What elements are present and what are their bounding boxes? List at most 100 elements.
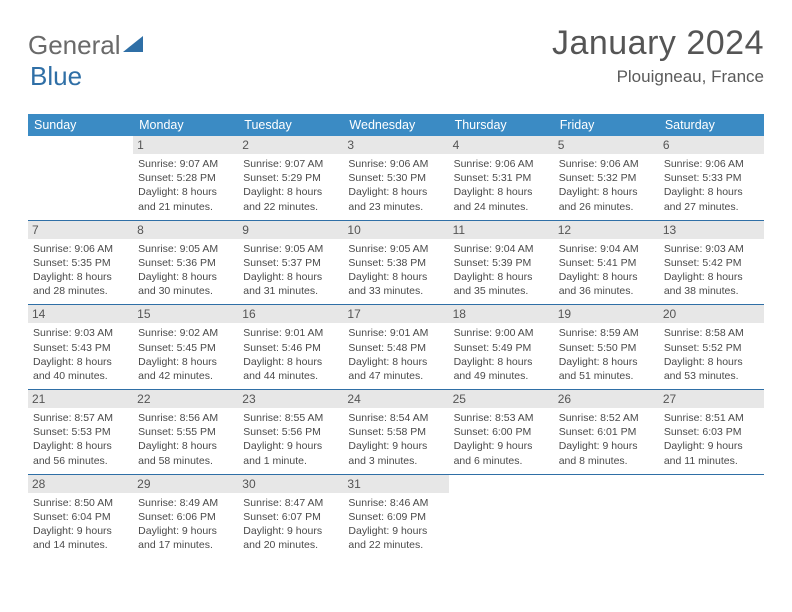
calendar-cell: 21 Sunrise: 8:57 AMSunset: 5:53 PMDayligh…: [28, 390, 133, 475]
calendar-cell: 19Sunrise: 8:59 AMSunset: 5:50 PMDayligh…: [554, 305, 659, 390]
calendar-cell: 20 Sunrise: 8:58 AMSunset: 5:52 PMDayligh…: [659, 305, 764, 390]
day-info: Sunrise: 8:50 AMSunset: 6:04 PMDaylight:…: [33, 496, 128, 553]
day-number: 17: [343, 305, 448, 323]
day-info: Sunrise: 8:57 AMSunset: 5:53 PMDaylight:…: [33, 411, 128, 468]
weekday-header-row: SundayMondayTuesdayWednesdayThursdayFrid…: [28, 114, 764, 136]
calendar-cell: 12 Sunrise: 9:04 AMSunset: 5:41 PMDayligh…: [554, 220, 659, 305]
day-number: 10: [343, 221, 448, 239]
calendar-cell: 10 Sunrise: 9:05 AMSunset: 5:38 PMDayligh…: [343, 220, 448, 305]
day-info: Sunrise: 9:05 AMSunset: 5:37 PMDaylight:…: [243, 242, 338, 299]
calendar-cell: 6 Sunrise: 9:06 AMSunset: 5:33 PMDaylight…: [659, 136, 764, 220]
calendar-cell: 15 Sunrise: 9:02 AMSunset: 5:45 PMDayligh…: [133, 305, 238, 390]
day-number: 25: [449, 390, 554, 408]
calendar-cell: 1 Sunrise: 9:07 AMSunset: 5:28 PMDaylight…: [133, 136, 238, 220]
day-info: Sunrise: 8:54 AMSunset: 5:58 PMDaylight:…: [348, 411, 443, 468]
day-number: 16: [238, 305, 343, 323]
calendar-cell: 31 Sunrise: 8:46 AMSunset: 6:09 PMDayligh…: [343, 474, 448, 558]
day-number: 4: [449, 136, 554, 154]
day-info: Sunrise: 8:46 AMSunset: 6:09 PMDaylight:…: [348, 496, 443, 553]
day-number: 2: [238, 136, 343, 154]
calendar-row: 28 Sunrise: 8:50 AMSunset: 6:04 PMDayligh…: [28, 474, 764, 558]
day-info: Sunrise: 8:55 AMSunset: 5:56 PMDaylight:…: [243, 411, 338, 468]
day-info: Sunrise: 9:03 AMSunset: 5:42 PMDaylight:…: [664, 242, 759, 299]
day-info: Sunrise: 9:03 AMSunset: 5:43 PMDaylight:…: [33, 326, 128, 383]
calendar-cell: 29Sunrise: 8:49 AMSunset: 6:06 PMDayligh…: [133, 474, 238, 558]
day-number: 18: [449, 305, 554, 323]
day-info: Sunrise: 9:07 AMSunset: 5:28 PMDaylight:…: [138, 157, 233, 214]
day-info: Sunrise: 9:00 AMSunset: 5:49 PMDaylight:…: [454, 326, 549, 383]
day-info: Sunrise: 9:01 AMSunset: 5:48 PMDaylight:…: [348, 326, 443, 383]
calendar-cell: 3 Sunrise: 9:06 AMSunset: 5:30 PMDaylight…: [343, 136, 448, 220]
calendar-row: 14 Sunrise: 9:03 AMSunset: 5:43 PMDayligh…: [28, 305, 764, 390]
day-info: Sunrise: 8:47 AMSunset: 6:07 PMDaylight:…: [243, 496, 338, 553]
day-number: 29: [133, 475, 238, 493]
day-number: 3: [343, 136, 448, 154]
day-info: Sunrise: 9:01 AMSunset: 5:46 PMDaylight:…: [243, 326, 338, 383]
day-number: 23: [238, 390, 343, 408]
calendar-cell: 4 Sunrise: 9:06 AMSunset: 5:31 PMDaylight…: [449, 136, 554, 220]
calendar-row: 7 Sunrise: 9:06 AMSunset: 5:35 PMDaylight…: [28, 220, 764, 305]
weekday-header: Wednesday: [343, 114, 448, 136]
day-info: Sunrise: 8:58 AMSunset: 5:52 PMDaylight:…: [664, 326, 759, 383]
calendar-cell: 27Sunrise: 8:51 AMSunset: 6:03 PMDayligh…: [659, 390, 764, 475]
weekday-header: Thursday: [449, 114, 554, 136]
weekday-header: Tuesday: [238, 114, 343, 136]
calendar-cell: [554, 474, 659, 558]
day-info: Sunrise: 9:04 AMSunset: 5:39 PMDaylight:…: [454, 242, 549, 299]
day-info: Sunrise: 9:05 AMSunset: 5:36 PMDaylight:…: [138, 242, 233, 299]
calendar-row: 1 Sunrise: 9:07 AMSunset: 5:28 PMDaylight…: [28, 136, 764, 220]
day-number: 7: [28, 221, 133, 239]
day-number: 5: [554, 136, 659, 154]
calendar-cell: 14 Sunrise: 9:03 AMSunset: 5:43 PMDayligh…: [28, 305, 133, 390]
weekday-header: Saturday: [659, 114, 764, 136]
calendar-cell: 25Sunrise: 8:53 AMSunset: 6:00 PMDayligh…: [449, 390, 554, 475]
day-number: 21: [28, 390, 133, 408]
calendar-cell: 11 Sunrise: 9:04 AMSunset: 5:39 PMDayligh…: [449, 220, 554, 305]
day-info: Sunrise: 8:52 AMSunset: 6:01 PMDaylight:…: [559, 411, 654, 468]
day-number: 11: [449, 221, 554, 239]
calendar-cell: 18 Sunrise: 9:00 AMSunset: 5:49 PMDayligh…: [449, 305, 554, 390]
day-info: Sunrise: 9:07 AMSunset: 5:29 PMDaylight:…: [243, 157, 338, 214]
day-number: 8: [133, 221, 238, 239]
weekday-header: Friday: [554, 114, 659, 136]
calendar-cell: 5 Sunrise: 9:06 AMSunset: 5:32 PMDaylight…: [554, 136, 659, 220]
day-number: 9: [238, 221, 343, 239]
calendar-cell: [449, 474, 554, 558]
day-number: 22: [133, 390, 238, 408]
calendar-cell: 8 Sunrise: 9:05 AMSunset: 5:36 PMDaylight…: [133, 220, 238, 305]
day-number: 12: [554, 221, 659, 239]
day-info: Sunrise: 8:51 AMSunset: 6:03 PMDaylight:…: [664, 411, 759, 468]
day-info: Sunrise: 8:56 AMSunset: 5:55 PMDaylight:…: [138, 411, 233, 468]
brand-logo: General: [28, 30, 147, 61]
day-info: Sunrise: 9:04 AMSunset: 5:41 PMDaylight:…: [559, 242, 654, 299]
day-info: Sunrise: 9:05 AMSunset: 5:38 PMDaylight:…: [348, 242, 443, 299]
day-info: Sunrise: 9:06 AMSunset: 5:30 PMDaylight:…: [348, 157, 443, 214]
page-title: January 2024: [552, 24, 764, 63]
day-number: 14: [28, 305, 133, 323]
day-info: Sunrise: 9:06 AMSunset: 5:31 PMDaylight:…: [454, 157, 549, 214]
brand-triangle-icon: [123, 30, 145, 61]
calendar-cell: 24Sunrise: 8:54 AMSunset: 5:58 PMDayligh…: [343, 390, 448, 475]
day-number: 20: [659, 305, 764, 323]
day-info: Sunrise: 9:06 AMSunset: 5:32 PMDaylight:…: [559, 157, 654, 214]
day-number: 15: [133, 305, 238, 323]
day-number: 30: [238, 475, 343, 493]
calendar-cell: 30 Sunrise: 8:47 AMSunset: 6:07 PMDayligh…: [238, 474, 343, 558]
brand-text-1: General: [28, 30, 121, 61]
day-number: 26: [554, 390, 659, 408]
day-info: Sunrise: 9:02 AMSunset: 5:45 PMDaylight:…: [138, 326, 233, 383]
calendar-cell: 22 Sunrise: 8:56 AMSunset: 5:55 PMDayligh…: [133, 390, 238, 475]
day-number: 1: [133, 136, 238, 154]
calendar-cell: 16 Sunrise: 9:01 AMSunset: 5:46 PMDayligh…: [238, 305, 343, 390]
day-number: 28: [28, 475, 133, 493]
day-number: 13: [659, 221, 764, 239]
day-number: 31: [343, 475, 448, 493]
day-info: Sunrise: 9:06 AMSunset: 5:35 PMDaylight:…: [33, 242, 128, 299]
calendar-table: SundayMondayTuesdayWednesdayThursdayFrid…: [28, 114, 764, 558]
calendar-cell: 7 Sunrise: 9:06 AMSunset: 5:35 PMDaylight…: [28, 220, 133, 305]
day-number: 6: [659, 136, 764, 154]
calendar-cell: 13 Sunrise: 9:03 AMSunset: 5:42 PMDayligh…: [659, 220, 764, 305]
calendar-cell: [659, 474, 764, 558]
calendar-cell: 17 Sunrise: 9:01 AMSunset: 5:48 PMDayligh…: [343, 305, 448, 390]
day-info: Sunrise: 9:06 AMSunset: 5:33 PMDaylight:…: [664, 157, 759, 214]
